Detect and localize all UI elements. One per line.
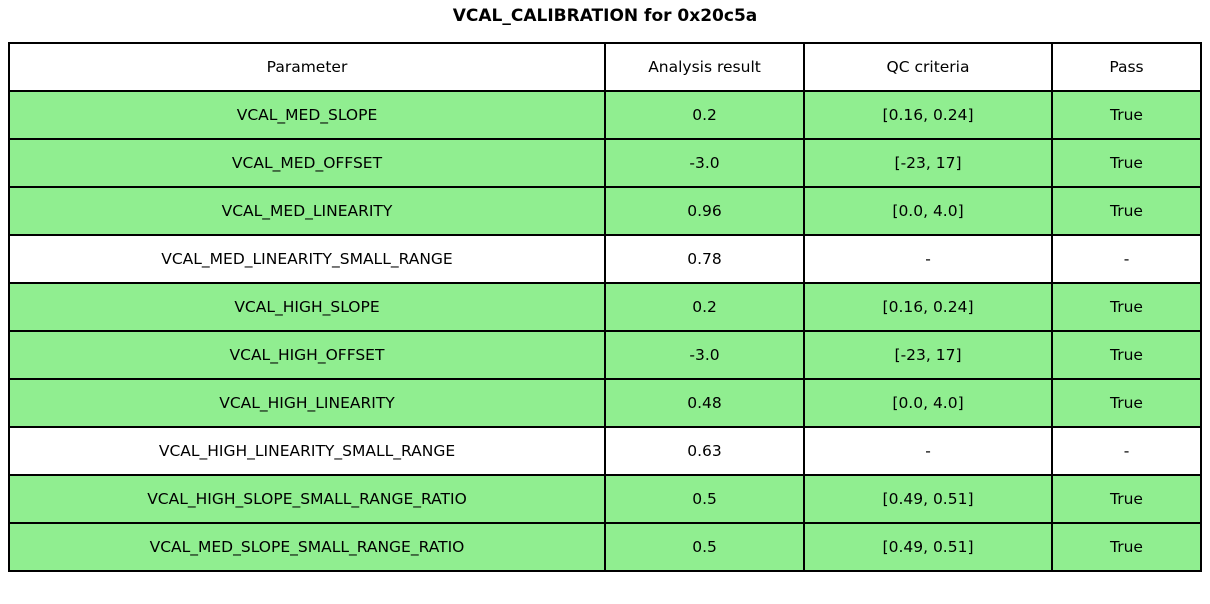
table-row: VCAL_HIGH_OFFSET -3.0 [-23, 17] True [8, 330, 1203, 380]
cell-qc-criteria: [-23, 17] [803, 138, 1053, 188]
cell-parameter: VCAL_MED_SLOPE [8, 90, 606, 140]
table-row: VCAL_HIGH_LINEARITY_SMALL_RANGE 0.63- - [8, 426, 1203, 476]
cell-pass: - [1050, 234, 1203, 284]
table-row: VCAL_HIGH_SLOPE 0.2 [0.16, 0.24] True [8, 282, 1203, 332]
cell-analysis-result: -3.0 [603, 330, 806, 380]
cell-qc-criteria: [0.16, 0.24] [803, 282, 1053, 332]
cell-qc-criteria: [0.0, 4.0] [803, 186, 1053, 236]
table-body: VCAL_MED_SLOPE 0.2 [0.16, 0.24] True VCAL_ME… [8, 90, 1203, 572]
cell-analysis-result: 0.48 [603, 378, 806, 428]
table-row: VCAL_MED_SLOPE_SMALL_RANGE_RATIO 0.5 [0.49… [8, 522, 1203, 572]
column-header-pass: Pass [1050, 42, 1203, 92]
cell-analysis-result: 0.63 [603, 426, 806, 476]
cell-analysis-result: 0.5 [603, 474, 806, 524]
table-row: VCAL_MED_LINEARITY_SMALL_RANGE 0.78- - [8, 234, 1203, 284]
table-header-row: Parameter Analysis result QC criteria Pa… [8, 42, 1203, 92]
cell-pass: True [1050, 474, 1203, 524]
cell-parameter: VCAL_MED_LINEARITY [8, 186, 606, 236]
qc-results-table: Parameter Analysis result QC criteria Pa… [8, 42, 1203, 572]
cell-parameter: VCAL_MED_SLOPE_SMALL_RANGE_RATIO [8, 522, 606, 572]
cell-pass: True [1050, 186, 1203, 236]
cell-parameter: VCAL_MED_OFFSET [8, 138, 606, 188]
cell-analysis-result: 0.96 [603, 186, 806, 236]
cell-qc-criteria: [0.16, 0.24] [803, 90, 1053, 140]
cell-qc-criteria: [-23, 17] [803, 330, 1053, 380]
table-row: VCAL_MED_SLOPE 0.2 [0.16, 0.24] True [8, 90, 1203, 140]
cell-pass: True [1050, 330, 1203, 380]
cell-qc-criteria: [0.49, 0.51] [803, 474, 1053, 524]
cell-qc-criteria: [0.49, 0.51] [803, 522, 1053, 572]
cell-parameter: VCAL_HIGH_SLOPE [8, 282, 606, 332]
table-row: VCAL_HIGH_SLOPE_SMALL_RANGE_RATIO 0.5 [0.4… [8, 474, 1203, 524]
cell-analysis-result: 0.5 [603, 522, 806, 572]
cell-analysis-result: 0.2 [603, 90, 806, 140]
cell-pass: True [1050, 522, 1203, 572]
column-header-parameter: Parameter [8, 42, 606, 92]
cell-parameter: VCAL_MED_LINEARITY_SMALL_RANGE [8, 234, 606, 284]
page-title: VCAL_CALIBRATION for 0x20c5a [452, 6, 758, 26]
cell-pass: True [1050, 378, 1203, 428]
cell-pass: True [1050, 282, 1203, 332]
cell-parameter: VCAL_HIGH_OFFSET [8, 330, 606, 380]
cell-pass: True [1050, 138, 1203, 188]
cell-qc-criteria: - [803, 234, 1053, 284]
cell-analysis-result: 0.2 [603, 282, 806, 332]
column-header-qc-criteria: QC criteria [803, 42, 1053, 92]
table-row: VCAL_MED_OFFSET -3.0 [-23, 17] True [8, 138, 1203, 188]
cell-qc-criteria: [0.0, 4.0] [803, 378, 1053, 428]
cell-parameter: VCAL_HIGH_LINEARITY_SMALL_RANGE [8, 426, 606, 476]
cell-parameter: VCAL_HIGH_LINEARITY [8, 378, 606, 428]
cell-analysis-result: -3.0 [603, 138, 806, 188]
cell-pass: True [1050, 90, 1203, 140]
cell-qc-criteria: - [803, 426, 1053, 476]
table-row: VCAL_MED_LINEARITY 0.96 [0.0, 4.0] True [8, 186, 1203, 236]
cell-parameter: VCAL_HIGH_SLOPE_SMALL_RANGE_RATIO [8, 474, 606, 524]
cell-analysis-result: 0.78 [603, 234, 806, 284]
column-header-analysis-result: Analysis result [603, 42, 806, 92]
cell-pass: - [1050, 426, 1203, 476]
table-row: VCAL_HIGH_LINEARITY 0.48 [0.0, 4.0] True [8, 378, 1203, 428]
